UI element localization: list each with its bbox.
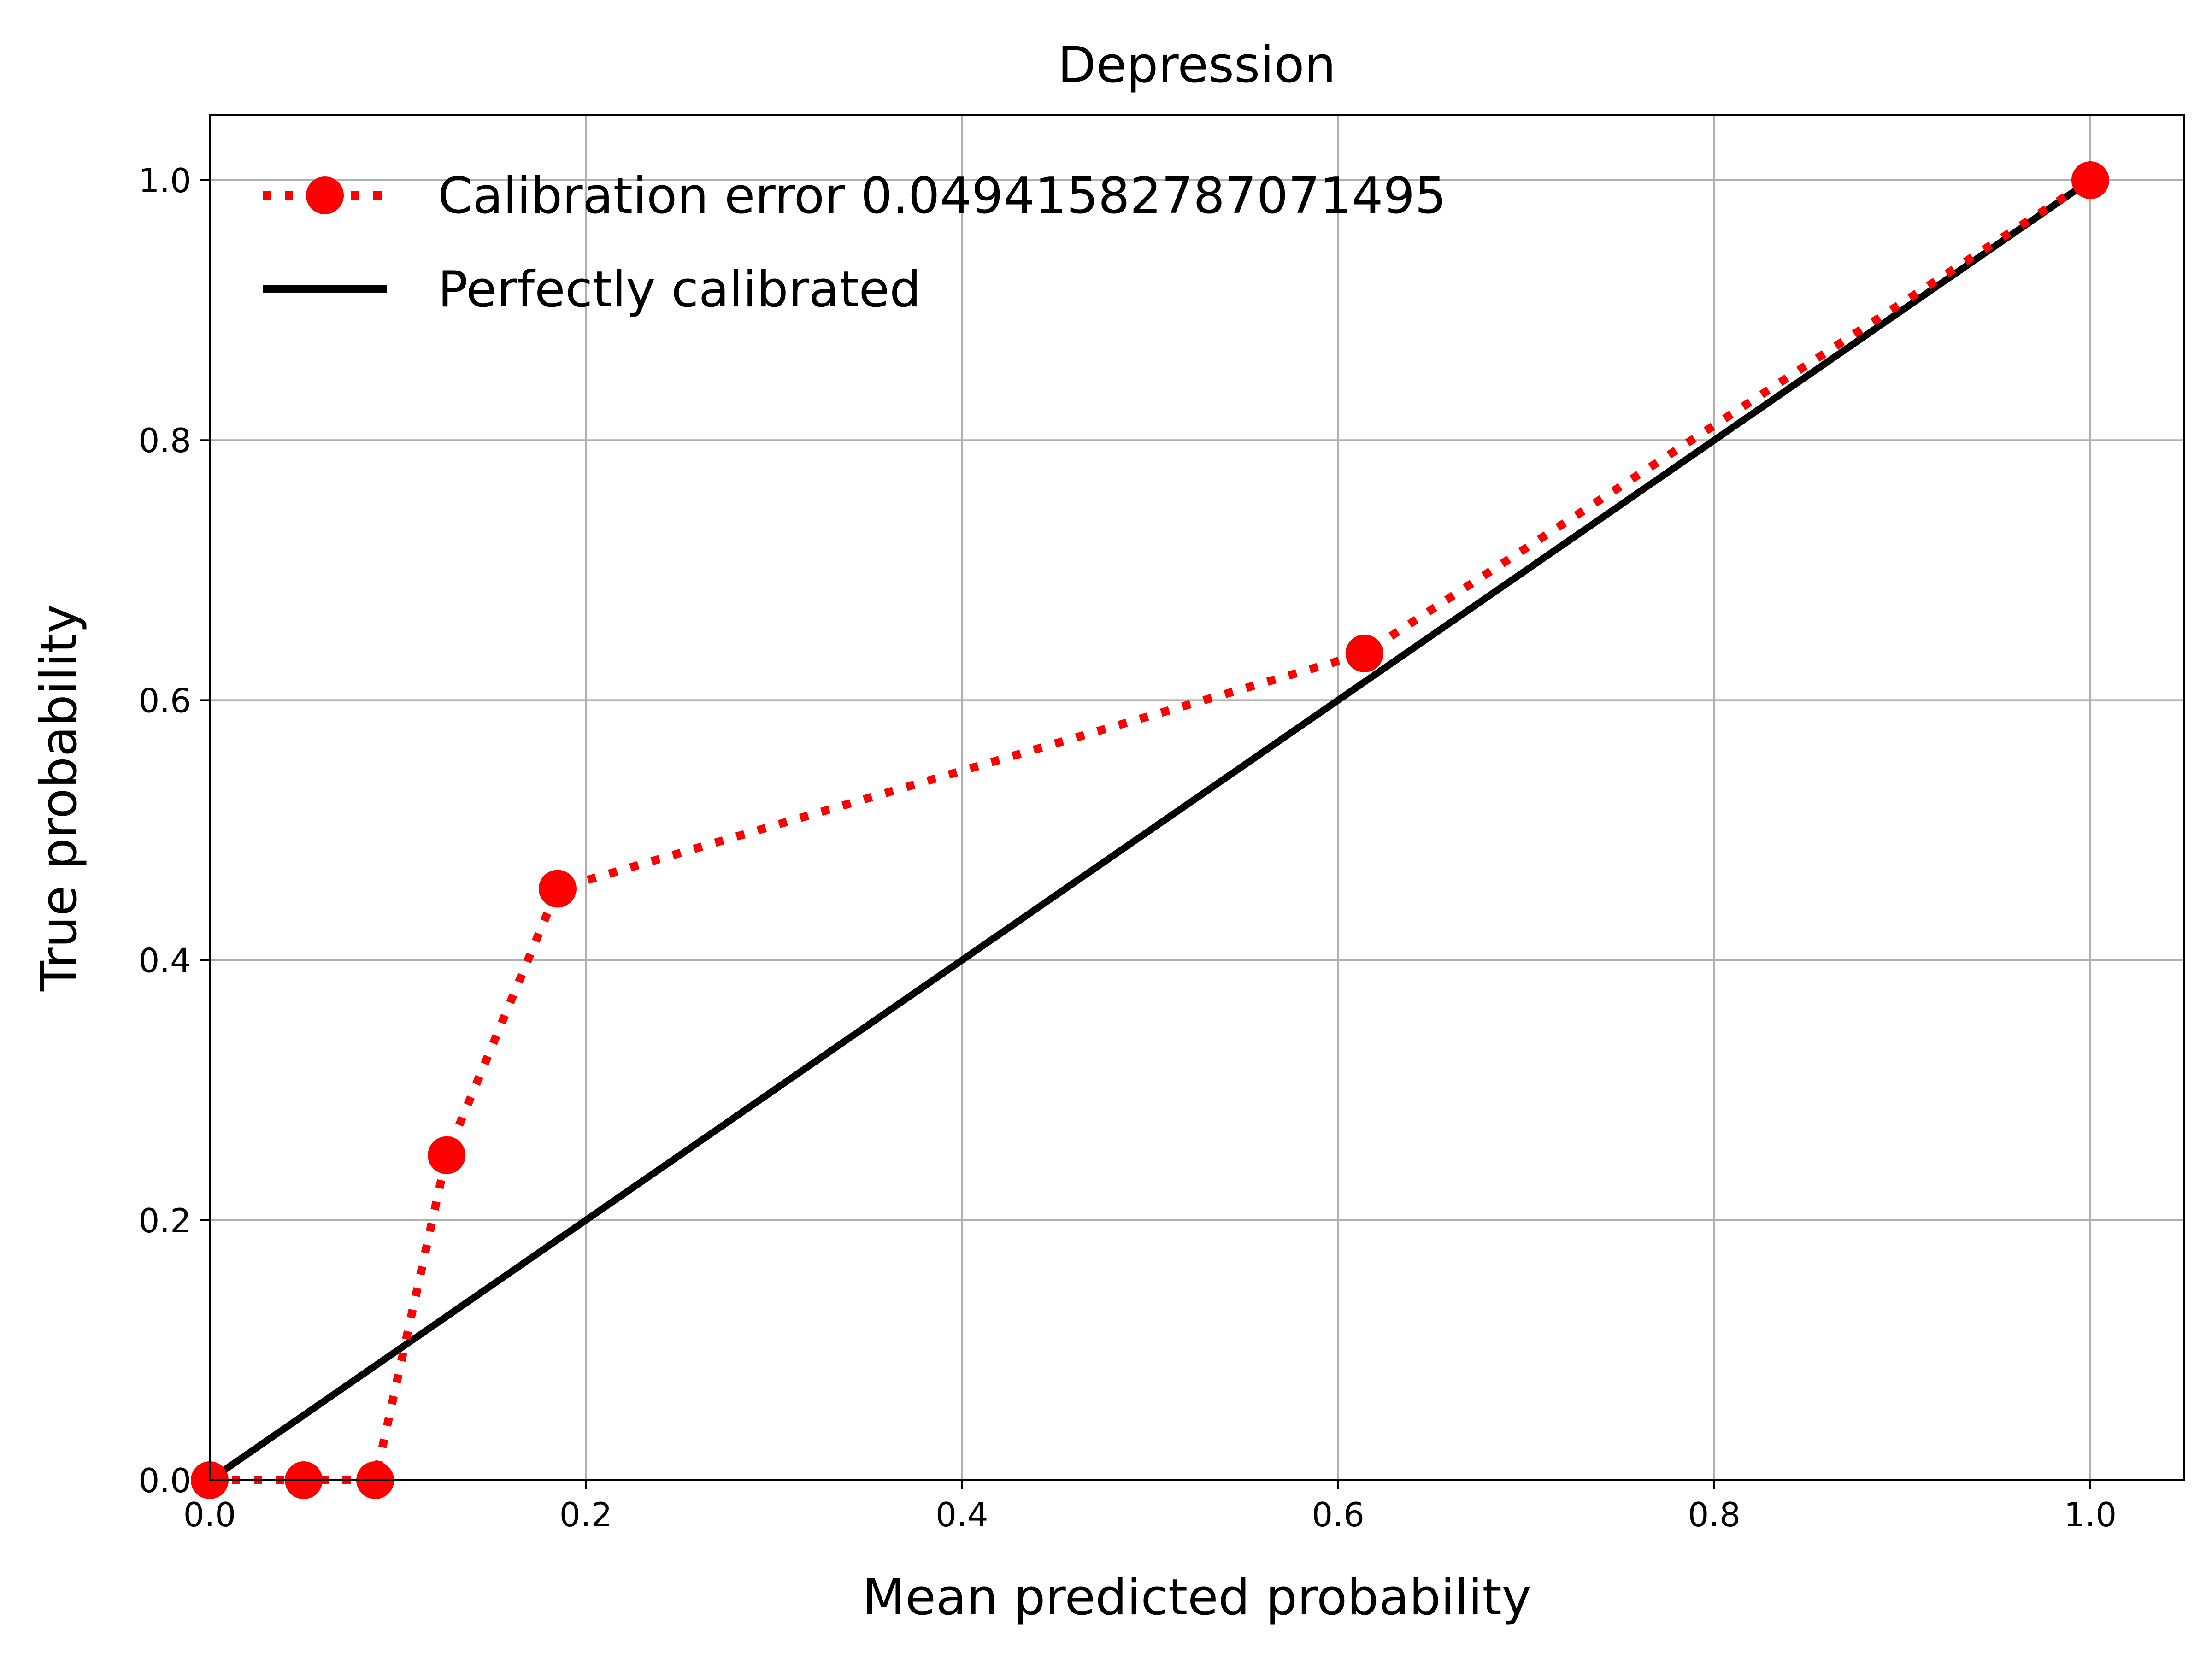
x-tick-label: 0.4 bbox=[935, 1495, 988, 1534]
data-point-calibration bbox=[2071, 161, 2109, 200]
series-line-perfect bbox=[207, 177, 2093, 1483]
legend-label-perfect: Perfectly calibrated bbox=[438, 261, 921, 318]
x-tick-label: 0.0 bbox=[183, 1495, 236, 1534]
legend-label-calibration: Calibration error 0.04941582787071495 bbox=[438, 167, 1447, 225]
plot-frame bbox=[209, 114, 2185, 1481]
y-tick-label: 1.0 bbox=[138, 161, 191, 200]
legend: Calibration error 0.04941582787071495 Pe… bbox=[263, 167, 1447, 318]
ticks: 0.0 0.2 0.4 0.6 0.8 1.0 0.0 0.2 0.4 0.6 0.8 1.0 bbox=[138, 161, 2117, 1534]
x-tick-label: 0.6 bbox=[1312, 1495, 1365, 1534]
y-tick-label: 0.4 bbox=[138, 941, 191, 980]
x-tick-label: 0.2 bbox=[559, 1495, 612, 1534]
data-point-calibration bbox=[428, 1136, 466, 1174]
y-tick-label: 0.8 bbox=[138, 421, 191, 460]
legend-entry-perfect: Perfectly calibrated bbox=[263, 261, 921, 318]
x-axis-title: Mean predicted probability bbox=[862, 1569, 1531, 1626]
y-tick-label: 0.2 bbox=[138, 1201, 191, 1240]
data-point-calibration bbox=[538, 870, 577, 908]
chart-title: Depression bbox=[1058, 36, 1336, 94]
legend-marker-calibration bbox=[306, 176, 344, 214]
x-tick-label: 1.0 bbox=[2064, 1495, 2117, 1534]
y-axis-title: True probability bbox=[30, 604, 88, 992]
data-point-calibration bbox=[1345, 634, 1383, 672]
y-tick-label: 0.0 bbox=[138, 1461, 191, 1500]
y-tick-label: 0.6 bbox=[138, 681, 191, 720]
x-tick-label: 0.8 bbox=[1688, 1495, 1741, 1534]
legend-entry-calibration: Calibration error 0.04941582787071495 bbox=[263, 167, 1447, 225]
